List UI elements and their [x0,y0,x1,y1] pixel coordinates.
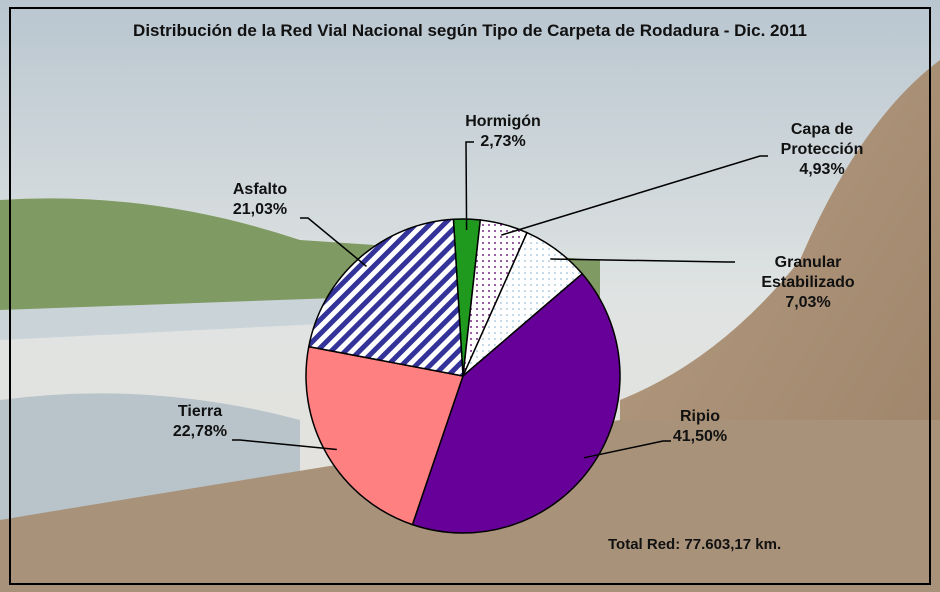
slice-label: Hormigón 2,73% [438,112,568,152]
slice-value: 22,78% [172,423,228,440]
pie-slice [411,272,621,534]
leader-line [550,258,735,263]
frame [9,7,931,585]
chart-title: Distribución de la Red Vial Nacional seg… [133,21,807,40]
slice-value: 21,03% [232,201,288,218]
pie-slice [305,345,464,526]
slice-label: Asfalto 21,03% [195,180,325,220]
slice-label: Ripio 41,50% [635,407,765,447]
annotation: Total Red: 77.603,17 km. [608,536,782,553]
leader-line [465,141,474,231]
pie-slice [307,218,464,377]
slice-name: Tierra [177,403,223,420]
leader-line [300,217,368,267]
slice-value: 7,03% [785,294,831,311]
leader-line [583,440,671,459]
slice-value: 4,93% [799,161,845,178]
slice-name: Capa de Protección [780,121,864,158]
leader-line [232,439,337,451]
slice-name: Hormigón [465,113,541,130]
slice-value: 2,73% [480,133,526,150]
slice-label: Granular Estabilizado 7,03% [743,253,873,313]
slice-name: Asfalto [232,181,288,198]
slice-label: Capa de Protección 4,93% [757,120,887,180]
slice-label: Tierra 22,78% [135,402,265,442]
slice-value: 41,50% [672,428,728,445]
slice-name: Granular Estabilizado [761,254,855,291]
slice-name: Ripio [680,408,720,425]
leader-line [501,155,768,236]
